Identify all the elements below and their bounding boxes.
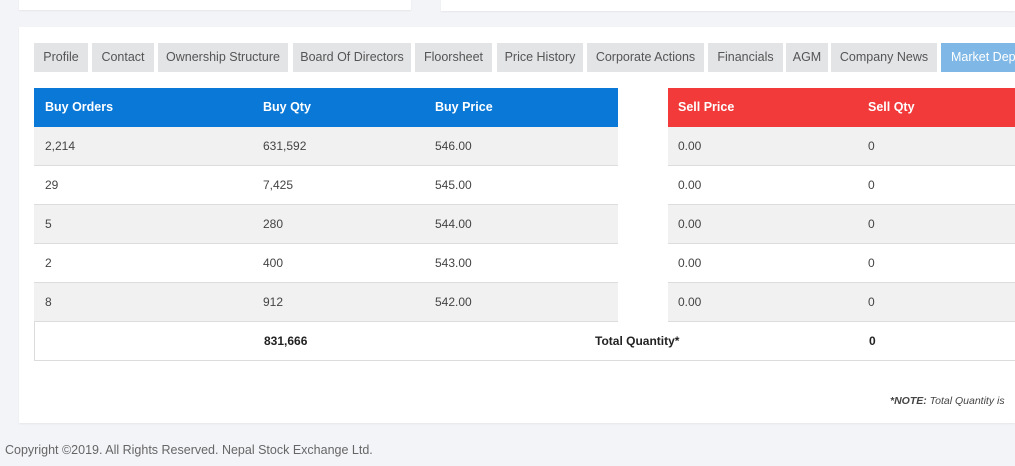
- table-row: 8 912 542.00 0.00 0: [34, 283, 1015, 322]
- buy-orders-cell: 5: [45, 217, 52, 231]
- table-row: 2,214 631,592 546.00 0.00 0: [34, 127, 1015, 166]
- sell-qty-cell: 0: [868, 139, 875, 153]
- copyright-footer: Copyright ©2019. All Rights Reserved. Ne…: [5, 443, 373, 457]
- buy-price-cell: 543.00: [435, 256, 472, 270]
- buy-qty-cell: 7,425: [263, 178, 294, 192]
- header-sell-price: Sell Price: [678, 100, 735, 114]
- total-buy-qty: 831,666: [264, 334, 308, 348]
- note-text: *NOTE: Total Quantity is: [890, 395, 1005, 407]
- sell-header: Sell Price Sell Qty: [668, 88, 1015, 127]
- tab-profile[interactable]: Profile: [34, 43, 88, 72]
- buy-qty-cell: 400: [263, 256, 284, 270]
- tab-ownership-structure[interactable]: Ownership Structure: [158, 43, 288, 72]
- tab-agm[interactable]: AGM: [786, 43, 828, 72]
- sell-price-cell: 0.00: [678, 295, 702, 309]
- buy-header: Buy Orders Buy Qty Buy Price: [34, 88, 618, 127]
- total-sell-qty: 0: [869, 334, 876, 348]
- sell-price-cell: 0.00: [678, 217, 702, 231]
- tab-financials[interactable]: Financials: [708, 43, 783, 72]
- buy-qty-cell: 912: [263, 295, 284, 309]
- buy-price-cell: 546.00: [435, 139, 472, 153]
- buy-qty-cell: 280: [263, 217, 284, 231]
- sell-price-cell: 0.00: [678, 256, 702, 270]
- tab-corporate-actions[interactable]: Corporate Actions: [587, 43, 704, 72]
- sell-qty-cell: 0: [868, 295, 875, 309]
- top-right-card: [441, 0, 1015, 11]
- sell-qty-cell: 0: [868, 217, 875, 231]
- header-buy-qty: Buy Qty: [263, 100, 311, 114]
- buy-orders-cell: 2: [45, 256, 52, 270]
- sell-price-cell: 0.00: [678, 139, 702, 153]
- market-depth-card: Profile Contact Ownership Structure Boar…: [19, 27, 1015, 423]
- table-row: 2 400 543.00 0.00 0: [34, 244, 1015, 283]
- note-body: Total Quantity is: [929, 395, 1005, 407]
- buy-orders-cell: 29: [45, 178, 59, 192]
- sell-qty-cell: 0: [868, 178, 875, 192]
- tab-contact[interactable]: Contact: [92, 43, 154, 72]
- sell-qty-cell: 0: [868, 256, 875, 270]
- buy-orders-cell: 8: [45, 295, 52, 309]
- buy-price-cell: 545.00: [435, 178, 472, 192]
- sell-price-cell: 0.00: [678, 178, 702, 192]
- buy-price-cell: 544.00: [435, 217, 472, 231]
- total-row: 831,666 Total Quantity* 0: [34, 322, 1015, 361]
- table-row: 5 280 544.00 0.00 0: [34, 205, 1015, 244]
- top-left-card: [19, 0, 411, 10]
- total-quantity-label: Total Quantity*: [595, 334, 680, 348]
- tab-market-depth[interactable]: Market Depth: [941, 43, 1015, 72]
- tab-board-of-directors[interactable]: Board Of Directors: [293, 43, 411, 72]
- header-buy-orders: Buy Orders: [45, 100, 114, 114]
- buy-qty-cell: 631,592: [263, 139, 307, 153]
- note-prefix: *NOTE:: [890, 395, 927, 407]
- header-sell-qty: Sell Qty: [868, 100, 915, 114]
- buy-orders-cell: 2,214: [45, 139, 76, 153]
- header-buy-price: Buy Price: [435, 100, 493, 114]
- tab-price-history[interactable]: Price History: [497, 43, 583, 72]
- tab-floorsheet[interactable]: Floorsheet: [415, 43, 492, 72]
- tab-company-news[interactable]: Company News: [831, 43, 937, 72]
- buy-price-cell: 542.00: [435, 295, 472, 309]
- table-row: 29 7,425 545.00 0.00 0: [34, 166, 1015, 205]
- market-depth-table: Buy Orders Buy Qty Buy Price Sell Price …: [34, 88, 1015, 362]
